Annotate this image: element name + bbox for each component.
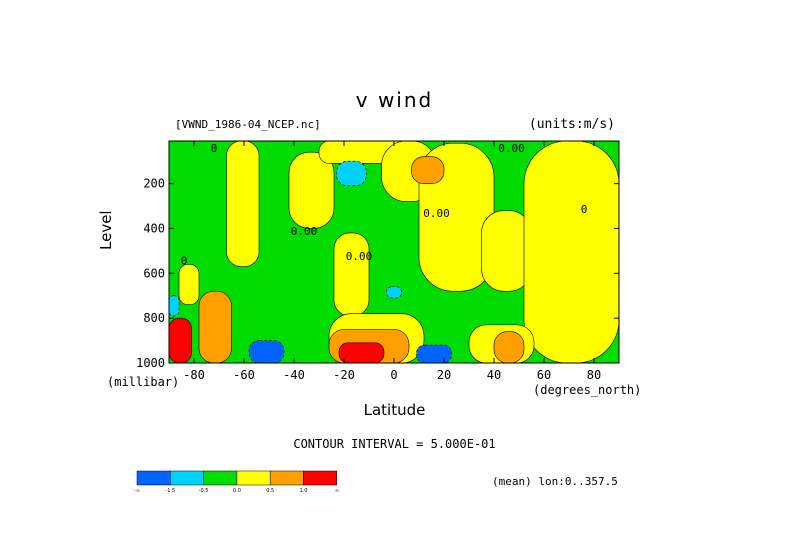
contour-label-layer: 0.00 0.00 0.00 0.00 0 0 0	[181, 142, 588, 267]
x-axis: -80 -60 -40 -20 0 20 40 60 80	[183, 141, 601, 382]
contour-fill-layer	[169, 141, 619, 363]
contour-region-blue	[248, 340, 285, 363]
contour-label: 0.00	[423, 207, 450, 220]
contour-region-yellow	[523, 141, 619, 363]
y-axis: 200 400 600 800 1000	[136, 177, 619, 370]
legend-swatch	[269, 470, 304, 486]
contour-label: 0	[181, 254, 188, 267]
contour-label: 0.00	[346, 250, 373, 263]
contour-region-orange	[411, 156, 445, 184]
legend-swatch	[170, 470, 204, 486]
contour-region-orange	[493, 331, 525, 363]
legend-label: -1.5	[165, 488, 175, 494]
contour-region-yellow	[226, 141, 260, 267]
x-tick-label: 20	[437, 368, 451, 382]
legend-swatch	[136, 470, 171, 486]
y-tick-label: 200	[143, 177, 165, 191]
x-tick-label: 60	[537, 368, 551, 382]
legend-swatch	[303, 470, 338, 486]
units-label: (units:m/s)	[528, 117, 615, 132]
y-tick-label: 600	[143, 266, 165, 280]
contour-region-cyan	[336, 160, 367, 187]
contour-region-yellow	[288, 151, 335, 229]
x-tick-label: -20	[333, 368, 355, 382]
y-tick-label: 1000	[136, 356, 165, 370]
contour-label: 0	[581, 203, 588, 216]
x-axis-unit: (degrees_north)	[533, 383, 642, 397]
legend-label: 1.0	[300, 488, 308, 494]
contour-region-cyan	[169, 295, 180, 317]
contour-region-cyan	[386, 286, 402, 299]
y-tick-label: 800	[143, 311, 165, 325]
contour-region-red	[338, 342, 385, 363]
contour-region-blue	[416, 344, 452, 363]
mean-longitude-label: (mean) lon:0..357.5	[492, 475, 618, 488]
chart-title: v wind	[355, 88, 434, 112]
contour-region-red	[169, 317, 192, 363]
contour-interval-label: CONTOUR INTERVAL = 5.000E-01	[293, 437, 496, 451]
x-tick-label: 40	[487, 368, 501, 382]
x-tick-label: -80	[183, 368, 205, 382]
x-tick-label: -60	[233, 368, 255, 382]
y-axis-unit: (millibar)	[107, 375, 180, 389]
legend-label: -∞	[134, 488, 140, 494]
x-tick-label: 80	[587, 368, 601, 382]
contour-region-orange	[198, 290, 232, 363]
legend-swatch	[236, 470, 271, 486]
y-axis-title: Level	[97, 210, 115, 250]
x-tick-label: -40	[283, 368, 305, 382]
y-tick-label: 400	[143, 221, 165, 235]
legend-swatch	[203, 470, 238, 486]
legend-label: 0.5	[266, 488, 274, 494]
x-axis-title: Latitude	[363, 401, 426, 419]
contour-region-yellow	[333, 232, 370, 317]
legend-label: -0.5	[199, 488, 209, 494]
contour-label: 0	[211, 142, 218, 155]
legend-label: 0.0	[233, 488, 241, 494]
x-tick-label: 0	[390, 368, 397, 382]
contour-label: 0.00	[291, 225, 318, 238]
source-file-label: [VWND_1986-04_NCEP.nc]	[175, 118, 321, 131]
color-legend: -∞ -1.5 -0.5 0.0 0.5 1.0 ∞	[134, 470, 339, 494]
contour-label: 0.00	[498, 142, 525, 155]
contour-region-yellow	[178, 264, 200, 305]
legend-label: ∞	[335, 488, 339, 494]
